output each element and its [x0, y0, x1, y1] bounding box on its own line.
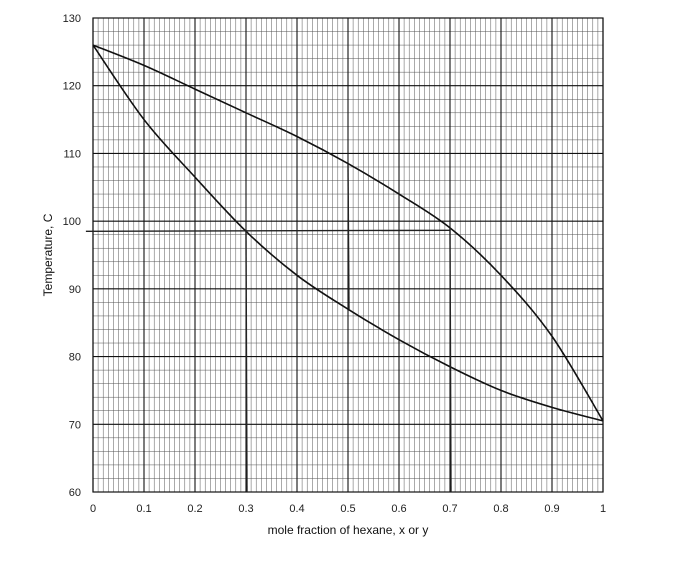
y-tick-label: 60	[69, 487, 81, 499]
x-axis-title: mole fraction of hexane, x or y	[268, 523, 429, 537]
x-tick-label: 0.5	[340, 503, 355, 515]
series-line-lower-curve	[92, 44, 604, 422]
x-tick-label: 0.6	[391, 503, 406, 515]
x-tick-label: 0.7	[442, 503, 457, 515]
annotation-vertical-line	[347, 163, 350, 310]
y-tick-label: 70	[69, 419, 81, 431]
annotation-horizontal-line	[85, 229, 451, 233]
series-group	[92, 44, 604, 422]
y-tick-label: 90	[69, 284, 81, 296]
x-tick-label: 0.4	[289, 503, 304, 515]
plot-frame	[92, 17, 604, 493]
series-line-upper-curve	[92, 44, 604, 422]
x-tick-labels: 0 0.1 0.2 0.3 0.4 0.5 0.6 0.7 0.8 0.9 1	[90, 503, 606, 515]
annotation-vertical-line	[245, 231, 248, 493]
y-tick-label: 130	[63, 13, 81, 25]
y-tick-label: 80	[69, 352, 81, 364]
x-tick-label: 0.8	[493, 503, 508, 515]
y-axis-title: Temperature, C	[41, 213, 55, 296]
x-tick-label: 0.9	[544, 503, 559, 515]
x-tick-label: 1	[600, 503, 606, 515]
x-tick-label: 0.2	[187, 503, 202, 515]
y-tick-label: 120	[63, 81, 81, 93]
y-tick-label: 110	[63, 148, 81, 160]
x-tick-label: 0.3	[238, 503, 253, 515]
x-tick-label: 0	[90, 503, 96, 515]
y-tick-labels: 60 70 80 90 100 110 120 130	[63, 13, 81, 499]
x-tick-label: 0.1	[136, 503, 151, 515]
y-tick-label: 100	[63, 216, 81, 228]
annotation-group	[85, 163, 452, 493]
annotation-vertical-line	[449, 227, 452, 493]
